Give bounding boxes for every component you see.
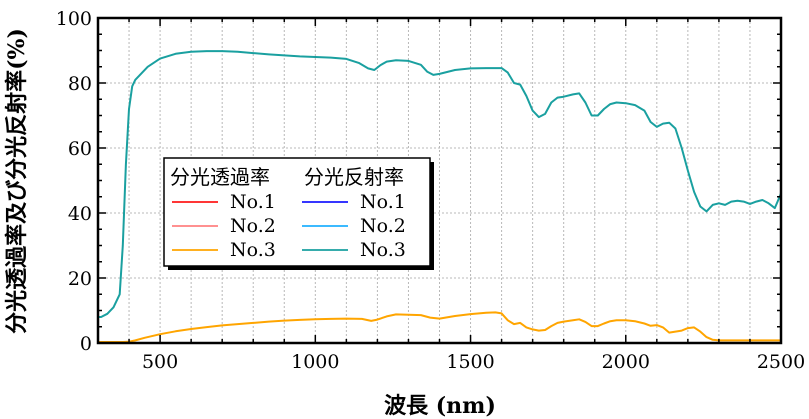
y-axis-title: 分光透過率及び分光反射率(%) xyxy=(4,28,30,334)
y-tick-label: 80 xyxy=(68,73,92,95)
legend-label: No.2 xyxy=(360,215,406,237)
series-line-1 xyxy=(97,311,782,343)
x-tick-label: 500 xyxy=(142,351,178,373)
series-line-2 xyxy=(97,50,782,318)
legend: 分光透過率 分光反射率 No.1No.2No.3No.1No.2No.3 xyxy=(163,157,434,270)
legend-box xyxy=(163,157,431,267)
x-tick-label: 1000 xyxy=(291,351,339,373)
legend-label: No.3 xyxy=(230,239,276,261)
y-tick-label: 100 xyxy=(56,8,92,30)
y-tick-label: 20 xyxy=(68,268,92,290)
tick-marks xyxy=(98,18,781,343)
x-axis-title: 波長 (nm) xyxy=(384,393,496,419)
legend-label: No.3 xyxy=(360,239,406,261)
x-tick-label: 2500 xyxy=(757,351,805,373)
tick-labels: 500 1000 1500 2000 2500 0 20 40 60 80 100 xyxy=(56,8,805,373)
x-tick-label: 1500 xyxy=(446,351,494,373)
legend-entries: No.1No.2No.3No.1No.2No.3 xyxy=(172,191,406,261)
y-tick-label: 60 xyxy=(68,138,92,160)
legend-header-reflectance: 分光反射率 xyxy=(304,165,404,189)
legend-label: No.1 xyxy=(230,191,276,213)
y-tick-label: 40 xyxy=(68,203,92,225)
legend-header-transmittance: 分光透過率 xyxy=(170,165,270,189)
legend-label: No.2 xyxy=(230,215,276,237)
series-layer xyxy=(97,50,782,343)
x-tick-label: 2000 xyxy=(602,351,650,373)
y-tick-label: 0 xyxy=(80,333,92,355)
legend-label: No.1 xyxy=(360,191,406,213)
